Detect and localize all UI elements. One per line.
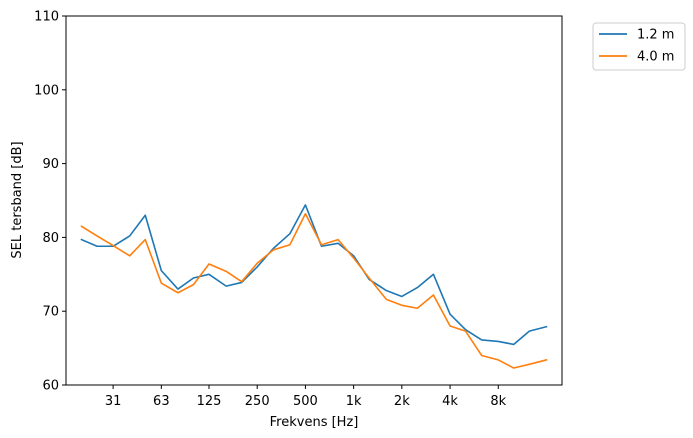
x-tick-label: 1k bbox=[346, 394, 362, 409]
y-tick-label: 60 bbox=[42, 379, 59, 394]
series-line-1 bbox=[80, 204, 548, 346]
y-tick-label: 110 bbox=[34, 10, 59, 25]
y-tick-label: 90 bbox=[42, 157, 59, 172]
x-tick-label: 2k bbox=[394, 394, 410, 409]
x-tick-label: 63 bbox=[153, 394, 170, 409]
y-tick-label: 100 bbox=[34, 83, 59, 98]
axes-frame bbox=[65, 15, 563, 386]
legend-label: 1.2 m bbox=[637, 28, 674, 43]
series-layer bbox=[80, 204, 548, 369]
y-axis-label: SEL tersband [dB] bbox=[10, 141, 25, 258]
series-line-2 bbox=[80, 212, 548, 369]
x-axis-ticks: 31 63 125 250 500 1k 2k 4k 8k bbox=[105, 385, 507, 409]
x-tick-label: 500 bbox=[293, 394, 318, 409]
x-tick-label: 250 bbox=[245, 394, 270, 409]
x-tick-label: 8k bbox=[490, 394, 506, 409]
y-tick-label: 80 bbox=[42, 231, 59, 246]
x-tick-label: 4k bbox=[442, 394, 458, 409]
legend: 1.2 m 4.0 m bbox=[592, 22, 686, 71]
x-tick-label: 31 bbox=[105, 394, 122, 409]
x-tick-label: 125 bbox=[197, 394, 222, 409]
y-tick-label: 70 bbox=[42, 305, 59, 320]
x-axis-label: Frekvens [Hz] bbox=[270, 415, 359, 430]
legend-label: 4.0 m bbox=[637, 50, 674, 65]
y-axis-ticks: 60 70 80 90 100 110 bbox=[34, 10, 66, 394]
